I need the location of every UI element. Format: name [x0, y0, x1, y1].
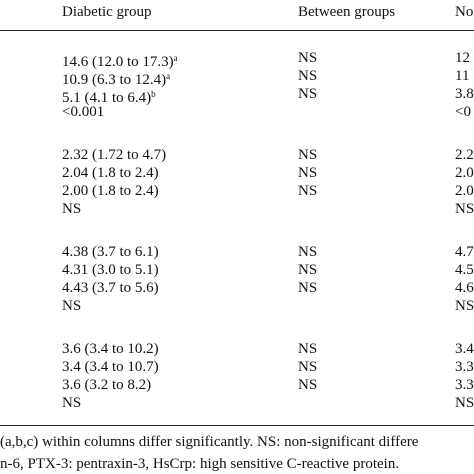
table-cell: NS — [455, 201, 474, 217]
table-cell: NS — [455, 395, 474, 411]
table-cell: NS — [62, 201, 82, 217]
footnote: n-6, PTX-3: pentraxin-3, HsCrp: high sen… — [0, 456, 400, 472]
superscript: b — [151, 89, 156, 99]
table-cell: NS — [298, 147, 318, 163]
table-cell: 3.6 (3.4 to 10.2) — [62, 341, 159, 357]
superscript: a — [173, 53, 178, 63]
table-cell: NS — [298, 86, 318, 102]
table-cell: 3.4 — [455, 341, 474, 357]
table-cell: NS — [298, 244, 318, 260]
table-cell: 3.3 — [455, 359, 474, 375]
table-cell: 3.6 (3.2 to 8.2) — [62, 377, 152, 393]
column-header: Between groups — [298, 4, 396, 20]
table-cell: 3.8 — [455, 86, 474, 102]
superscript: a — [166, 71, 171, 81]
table-cell: NS — [62, 298, 82, 314]
table-cell: 3.3 — [455, 377, 474, 393]
header-rule — [0, 30, 474, 31]
table-cell: 12 — [455, 50, 470, 66]
table-cell: 2.00 (1.8 to 2.4) — [62, 183, 159, 199]
table-cell: NS — [62, 395, 82, 411]
table-bottom-rule — [0, 425, 474, 426]
table-cell: 4.6 — [455, 280, 474, 296]
table-cell: <0.001 — [62, 104, 105, 120]
table-cell: 4.31 (3.0 to 5.1) — [62, 262, 159, 278]
table-cell: NS — [298, 262, 318, 278]
table-cell: 4.7 — [455, 244, 474, 260]
column-header: Diabetic group — [62, 4, 152, 20]
table-cell: 4.38 (3.7 to 6.1) — [62, 244, 159, 260]
table-cell: 2.0 — [455, 183, 474, 199]
table-cell: NS — [455, 298, 474, 314]
table-cell: 4.5 — [455, 262, 474, 278]
table-cell: NS — [298, 280, 318, 296]
table-cell: 5.1 (4.1 to 6.4)b — [62, 89, 156, 106]
table-cell: <0 — [455, 104, 471, 120]
table-cell: 2.32 (1.72 to 4.7) — [62, 147, 167, 163]
table-cell: 11 — [455, 68, 470, 84]
table-cell: NS — [298, 50, 318, 66]
table-cell: NS — [298, 165, 318, 181]
footnote: (a,b,c) within columns differ significan… — [0, 434, 419, 450]
table-cell: NS — [298, 183, 318, 199]
table-cell: 2.2 — [455, 147, 474, 163]
table-cell: NS — [298, 377, 318, 393]
table-cell: NS — [298, 341, 318, 357]
table-cell: 14.6 (12.0 to 17.3)a — [62, 53, 178, 70]
table-cell: NS — [298, 359, 318, 375]
table-cell: 4.43 (3.7 to 5.6) — [62, 280, 159, 296]
table-cell: 3.4 (3.4 to 10.7) — [62, 359, 159, 375]
table-cell: 2.0 — [455, 165, 474, 181]
column-header: No — [455, 4, 474, 20]
table-cell: NS — [298, 68, 318, 84]
table-cell: 10.9 (6.3 to 12.4)a — [62, 71, 171, 88]
table-cell: 2.04 (1.8 to 2.4) — [62, 165, 159, 181]
